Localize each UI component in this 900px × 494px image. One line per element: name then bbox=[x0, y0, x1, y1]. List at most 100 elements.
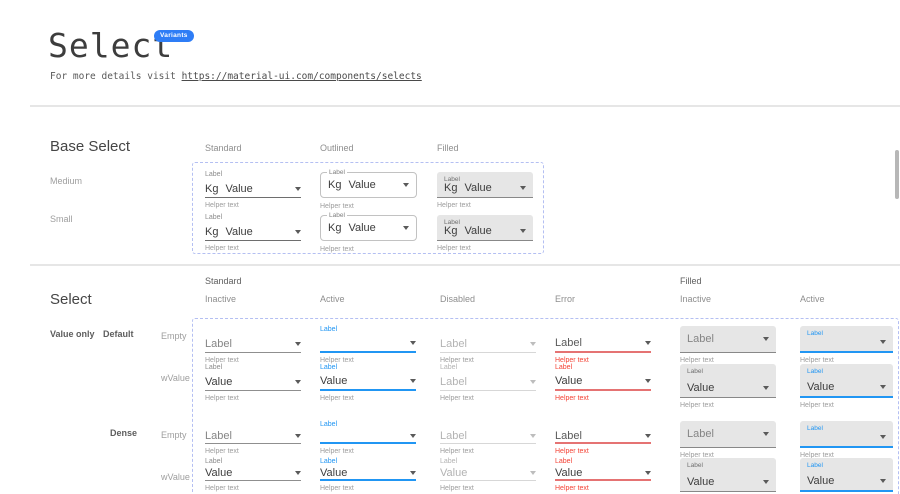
select-field bbox=[320, 335, 416, 353]
select-value: Label bbox=[440, 375, 467, 388]
value-prefix: Kg bbox=[205, 182, 219, 195]
select-filled-active-empty[interactable]: Label Helper text bbox=[800, 420, 893, 459]
select-standard-active-empty[interactable]: Label Helper text bbox=[320, 325, 416, 364]
dropdown-arrow-icon bbox=[530, 341, 536, 346]
base-select-outlined-medium[interactable]: Label Kg Value Helper text bbox=[320, 169, 417, 210]
helper-text: Helper text bbox=[440, 485, 474, 492]
group-header-standard: Standard bbox=[205, 276, 242, 286]
col-header-filled: Filled bbox=[437, 143, 459, 153]
dropdown-arrow-icon bbox=[530, 434, 536, 438]
dropdown-arrow-icon bbox=[295, 471, 301, 475]
dropdown-arrow-icon bbox=[295, 341, 301, 346]
row-label-default: Default bbox=[103, 329, 134, 339]
floating-label: Label bbox=[807, 425, 823, 431]
dropdown-arrow-icon bbox=[410, 433, 416, 438]
base-select-standard-medium[interactable]: Label Kg Value Helper text bbox=[205, 170, 301, 209]
select-standard-inactive-empty[interactable]: Label Helper text bbox=[205, 325, 301, 364]
outlined-select-box: Label Kg Value bbox=[320, 169, 417, 198]
dropdown-arrow-icon bbox=[645, 379, 651, 383]
base-select-filled-small[interactable]: Label Kg Value Helper text bbox=[437, 213, 533, 252]
select-field: Kg Value bbox=[205, 223, 301, 241]
dropdown-arrow-icon bbox=[763, 337, 769, 341]
dropdown-arrow-icon bbox=[410, 379, 416, 383]
floating-label: Label bbox=[807, 330, 823, 336]
base-select-standard-small[interactable]: Label Kg Value Helper text bbox=[205, 213, 301, 252]
helper-text: Helper text bbox=[320, 485, 354, 492]
floating-label: Label bbox=[205, 214, 223, 221]
col-header-std-error: Error bbox=[555, 294, 575, 304]
value-prefix: Kg bbox=[328, 179, 342, 191]
row-label-medium: Medium bbox=[50, 176, 83, 186]
floating-label: Label bbox=[327, 212, 347, 219]
select-standard-disabled-empty[interactable]: Label Helper text bbox=[440, 420, 536, 455]
value-text: Value bbox=[225, 225, 253, 238]
select-value: Label bbox=[440, 337, 467, 350]
select-field: Kg Value bbox=[205, 180, 301, 198]
col-header-std-active: Active bbox=[320, 294, 345, 304]
select-value bbox=[320, 337, 323, 349]
dropdown-arrow-icon bbox=[763, 432, 769, 436]
base-select-filled-medium[interactable]: Label Kg Value Helper text bbox=[437, 170, 533, 209]
col-header-std-disabled: Disabled bbox=[440, 294, 476, 304]
floating-label: Label bbox=[205, 171, 223, 178]
select-field: Kg Value bbox=[444, 225, 526, 237]
value-prefix: Kg bbox=[444, 182, 458, 194]
select-standard-inactive-empty[interactable]: Label Helper text bbox=[205, 420, 301, 455]
select-filled-inactive-empty[interactable]: Label Helper text bbox=[680, 325, 776, 364]
floating-label: Label bbox=[320, 364, 338, 371]
scrollbar-thumb[interactable] bbox=[895, 150, 899, 199]
row-label-dense: Dense bbox=[110, 428, 138, 438]
select-standard-disabled-empty[interactable]: Label Helper text bbox=[440, 325, 536, 364]
dropdown-arrow-icon bbox=[763, 386, 769, 390]
select-filled-inactive-empty[interactable]: Label Helper text bbox=[680, 420, 776, 459]
select-standard-disabled-wvalue[interactable]: Label Label Helper text bbox=[440, 363, 536, 402]
select-value: Kg Value bbox=[444, 225, 492, 237]
select-field: Value bbox=[687, 476, 769, 488]
select-standard-inactive-wvalue[interactable]: Label Value Helper text bbox=[205, 457, 301, 492]
select-standard-active-wvalue[interactable]: Label Value Helper text bbox=[320, 363, 416, 402]
select-standard-active-wvalue[interactable]: Label Value Helper text bbox=[320, 457, 416, 492]
docs-link[interactable]: https://material-ui.com/components/selec… bbox=[181, 71, 422, 82]
select-value: Value bbox=[807, 381, 835, 393]
dropdown-arrow-icon bbox=[295, 186, 301, 191]
col-header-standard: Standard bbox=[205, 143, 242, 153]
select-standard-error-empty[interactable]: Label Helper text bbox=[555, 325, 651, 364]
variants-badge[interactable]: Variants bbox=[154, 30, 194, 42]
select-standard-error-wvalue[interactable]: Label Value Helper text bbox=[555, 363, 651, 402]
floating-label bbox=[440, 325, 536, 335]
select-standard-inactive-wvalue[interactable]: Label Value Helper text bbox=[205, 363, 301, 402]
dropdown-arrow-icon bbox=[530, 471, 536, 475]
select-value: Label bbox=[687, 428, 714, 440]
select-standard-disabled-wvalue[interactable]: Label Value Helper text bbox=[440, 457, 536, 492]
helper-text: Helper text bbox=[800, 402, 834, 409]
select-field: Value bbox=[320, 466, 416, 481]
helper-text: Helper text bbox=[555, 448, 589, 455]
row-label-wvalue: wValue bbox=[161, 373, 190, 383]
helper-text: Helper text bbox=[440, 357, 474, 364]
dropdown-arrow-icon bbox=[530, 379, 536, 384]
helper-text: Helper text bbox=[800, 452, 834, 459]
helper-text: Helper text bbox=[555, 485, 589, 492]
select-value: Kg Value bbox=[328, 179, 376, 191]
select-standard-active-empty[interactable]: Label Helper text bbox=[320, 420, 416, 455]
select-standard-error-empty[interactable]: Label Helper text bbox=[555, 420, 651, 455]
floating-label: Label bbox=[320, 326, 338, 333]
dropdown-arrow-icon bbox=[645, 341, 651, 345]
helper-text: Helper text bbox=[437, 202, 471, 209]
value-text: Value bbox=[348, 222, 376, 234]
floating-label: Label bbox=[444, 219, 460, 225]
dropdown-arrow-icon bbox=[403, 226, 409, 230]
select-filled-active-empty[interactable]: Label Helper text bbox=[800, 325, 893, 364]
base-select-outlined-small[interactable]: Label Kg Value Helper text bbox=[320, 212, 417, 253]
select-standard-error-wvalue[interactable]: Label Value Helper text bbox=[555, 457, 651, 492]
dropdown-arrow-icon bbox=[295, 379, 301, 384]
select-heading: Select bbox=[50, 291, 92, 308]
floating-label bbox=[555, 420, 651, 429]
floating-label: Label bbox=[444, 176, 460, 182]
select-value: Kg Value bbox=[205, 183, 253, 195]
